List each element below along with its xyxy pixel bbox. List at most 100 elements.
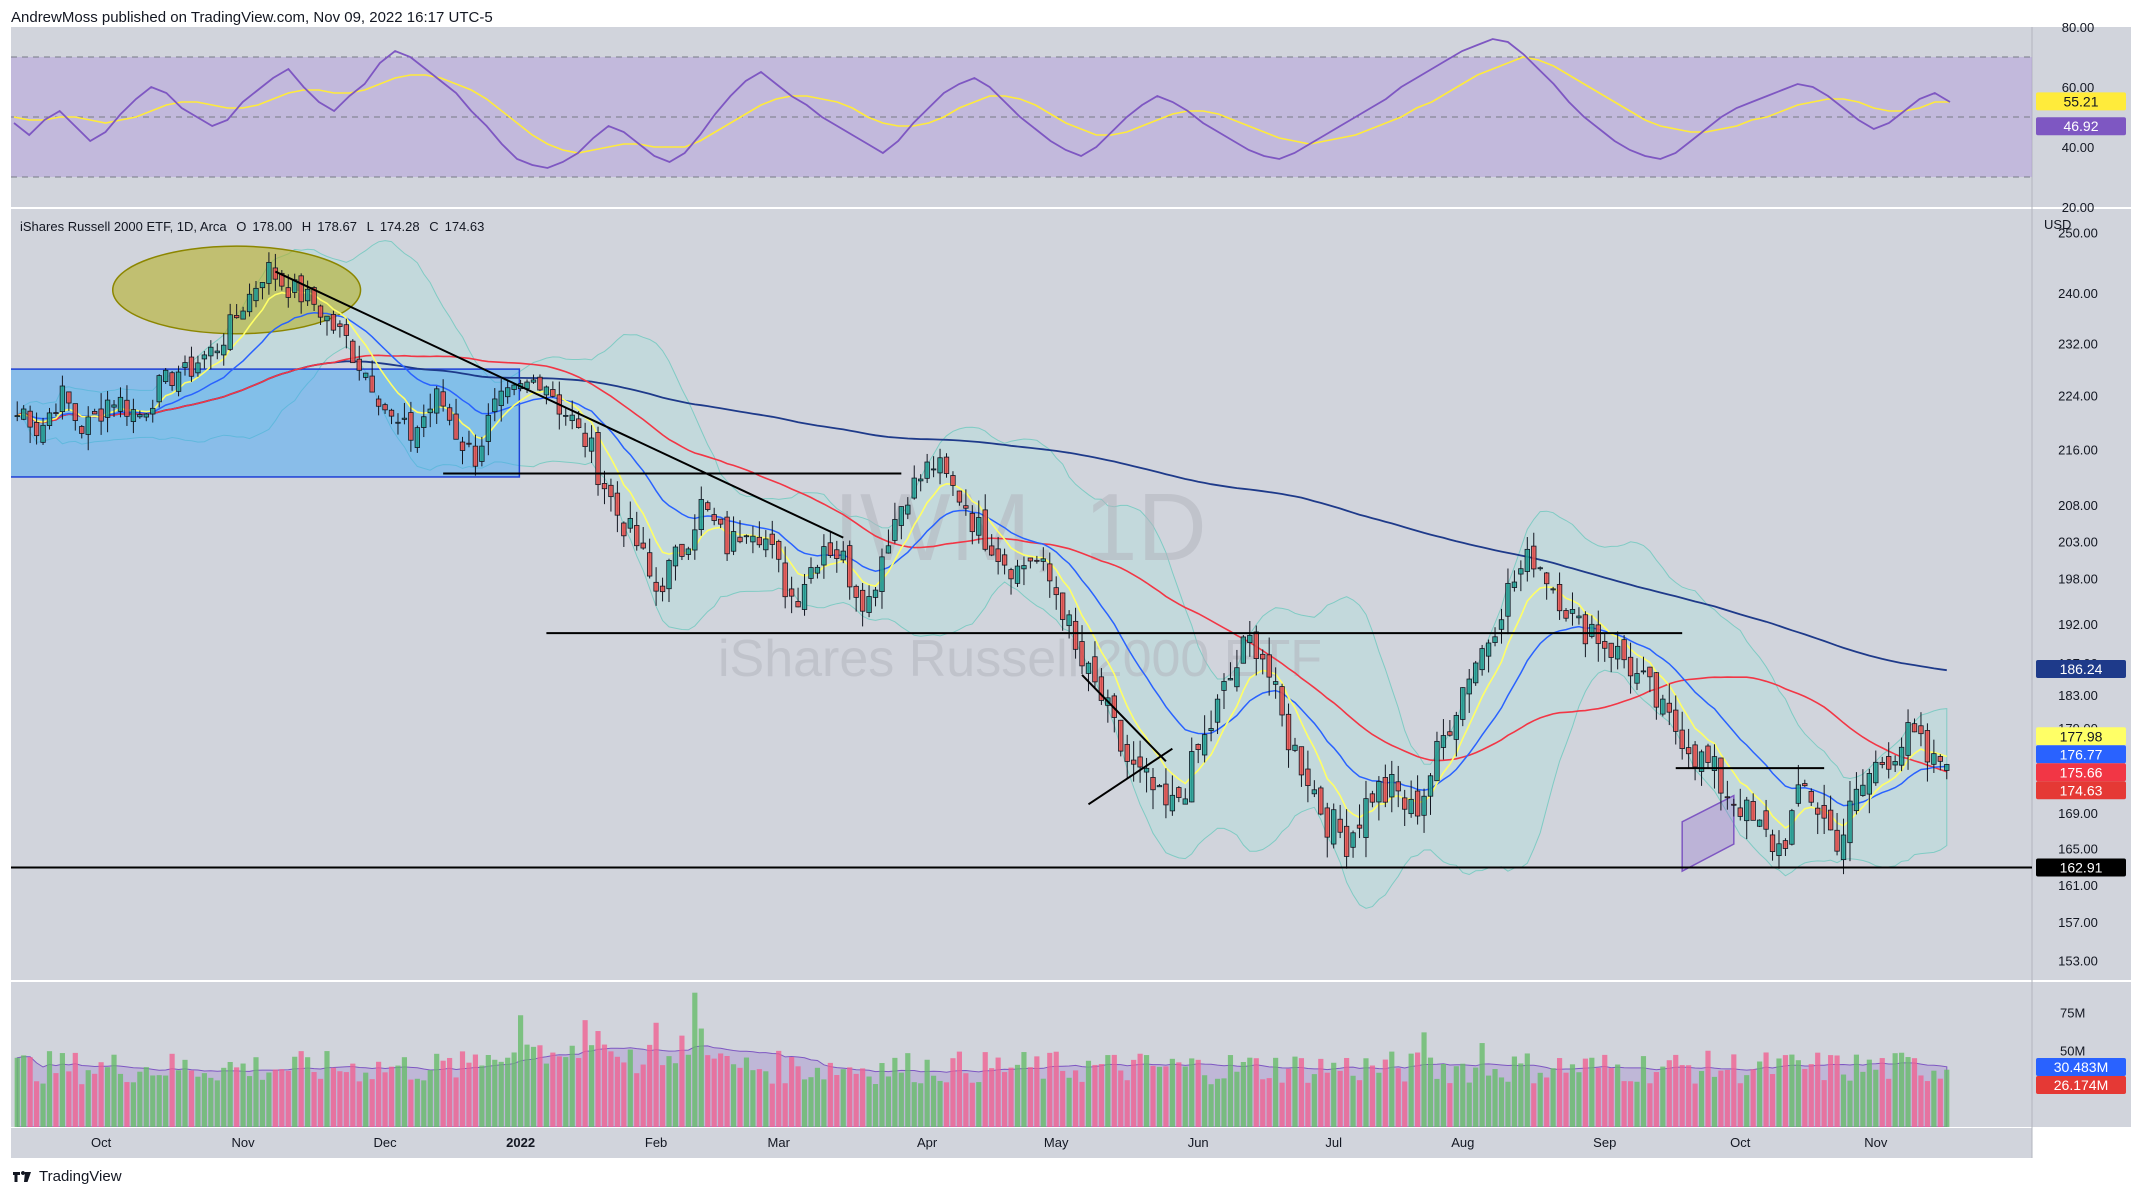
candle[interactable]	[1524, 537, 1530, 582]
candle[interactable]	[92, 408, 98, 415]
candle[interactable]	[33, 412, 40, 445]
candle[interactable]	[569, 400, 575, 430]
candle[interactable]	[872, 586, 879, 607]
candle[interactable]	[1685, 728, 1692, 769]
candle[interactable]	[989, 534, 995, 557]
candle[interactable]	[324, 315, 330, 336]
candle[interactable]	[814, 564, 821, 579]
price-pane[interactable]	[11, 209, 2032, 980]
candle[interactable]	[1124, 734, 1130, 779]
candle[interactable]	[821, 534, 827, 579]
candle[interactable]	[498, 378, 504, 422]
candle[interactable]	[1879, 756, 1885, 769]
range-box[interactable]	[10, 368, 521, 478]
candle[interactable]	[905, 497, 911, 520]
price-axis[interactable]	[2032, 27, 2131, 1127]
candle[interactable]	[614, 481, 621, 533]
candle[interactable]	[1531, 532, 1537, 578]
candle[interactable]	[98, 393, 104, 435]
candle[interactable]	[1195, 743, 1201, 764]
candle[interactable]	[969, 505, 975, 545]
candle[interactable]	[124, 385, 130, 426]
candle[interactable]	[1911, 718, 1918, 733]
candle[interactable]	[59, 375, 66, 420]
candle[interactable]	[1718, 757, 1724, 811]
candle[interactable]	[769, 520, 775, 559]
candle[interactable]	[317, 304, 324, 326]
candle[interactable]	[659, 577, 666, 602]
candle[interactable]	[756, 521, 763, 548]
candle[interactable]	[1589, 615, 1595, 639]
candle[interactable]	[1434, 731, 1440, 782]
candle[interactable]	[1047, 552, 1053, 598]
candle[interactable]	[240, 306, 246, 320]
candle[interactable]	[246, 283, 253, 317]
candle[interactable]	[672, 544, 679, 581]
candle[interactable]	[1627, 642, 1634, 694]
candle[interactable]	[1905, 709, 1911, 770]
candle[interactable]	[853, 584, 859, 612]
candle[interactable]	[1331, 803, 1337, 849]
candle[interactable]	[1001, 548, 1008, 575]
candle[interactable]	[1576, 607, 1582, 625]
candle[interactable]	[85, 406, 91, 451]
candle[interactable]	[485, 403, 491, 456]
candle[interactable]	[1756, 819, 1763, 828]
candle[interactable]	[511, 382, 517, 396]
candle[interactable]	[1473, 660, 1479, 686]
candle[interactable]	[1395, 765, 1401, 808]
candle[interactable]	[40, 417, 46, 445]
candle[interactable]	[1214, 694, 1221, 735]
candle[interactable]	[1492, 627, 1498, 647]
candle[interactable]	[1485, 639, 1492, 673]
candle[interactable]	[1931, 739, 1937, 773]
candle[interactable]	[1886, 742, 1892, 779]
price-channel[interactable]	[1681, 794, 1735, 873]
candle[interactable]	[1918, 712, 1924, 747]
candle[interactable]	[505, 380, 511, 404]
candle[interactable]	[621, 521, 627, 547]
candle[interactable]	[388, 408, 395, 425]
candle[interactable]	[1376, 776, 1382, 821]
candle[interactable]	[537, 374, 543, 392]
candle[interactable]	[14, 401, 20, 422]
candle[interactable]	[156, 374, 162, 408]
candle[interactable]	[472, 434, 479, 476]
candle[interactable]	[401, 402, 408, 425]
candle[interactable]	[705, 500, 711, 512]
candle[interactable]	[382, 402, 388, 414]
candle[interactable]	[1279, 683, 1285, 727]
candle[interactable]	[601, 470, 608, 505]
candle[interactable]	[782, 546, 788, 609]
candle[interactable]	[1518, 560, 1524, 592]
candle[interactable]	[950, 471, 956, 496]
candle[interactable]	[795, 587, 801, 608]
candle[interactable]	[563, 407, 569, 426]
candle[interactable]	[1924, 723, 1931, 782]
candle[interactable]	[1118, 719, 1124, 757]
candle[interactable]	[492, 388, 498, 422]
candle[interactable]	[27, 405, 33, 444]
candle[interactable]	[117, 387, 124, 418]
candle[interactable]	[847, 540, 853, 600]
candle[interactable]	[1815, 802, 1821, 835]
candle[interactable]	[666, 558, 672, 603]
candle[interactable]	[963, 489, 969, 516]
candle[interactable]	[1163, 768, 1169, 819]
candle[interactable]	[1098, 668, 1105, 705]
candle[interactable]	[1201, 715, 1208, 763]
candle[interactable]	[627, 501, 633, 533]
candle[interactable]	[72, 403, 78, 431]
candle[interactable]	[943, 453, 950, 478]
candle[interactable]	[1021, 556, 1027, 586]
candle[interactable]	[608, 478, 614, 512]
candle[interactable]	[208, 340, 214, 370]
candle[interactable]	[1750, 793, 1756, 821]
candle[interactable]	[924, 453, 930, 484]
candle[interactable]	[1440, 719, 1447, 760]
candle[interactable]	[1802, 779, 1808, 787]
candle[interactable]	[1150, 768, 1156, 810]
candle[interactable]	[937, 448, 943, 485]
candle[interactable]	[1647, 666, 1653, 693]
candle[interactable]	[1356, 804, 1363, 839]
